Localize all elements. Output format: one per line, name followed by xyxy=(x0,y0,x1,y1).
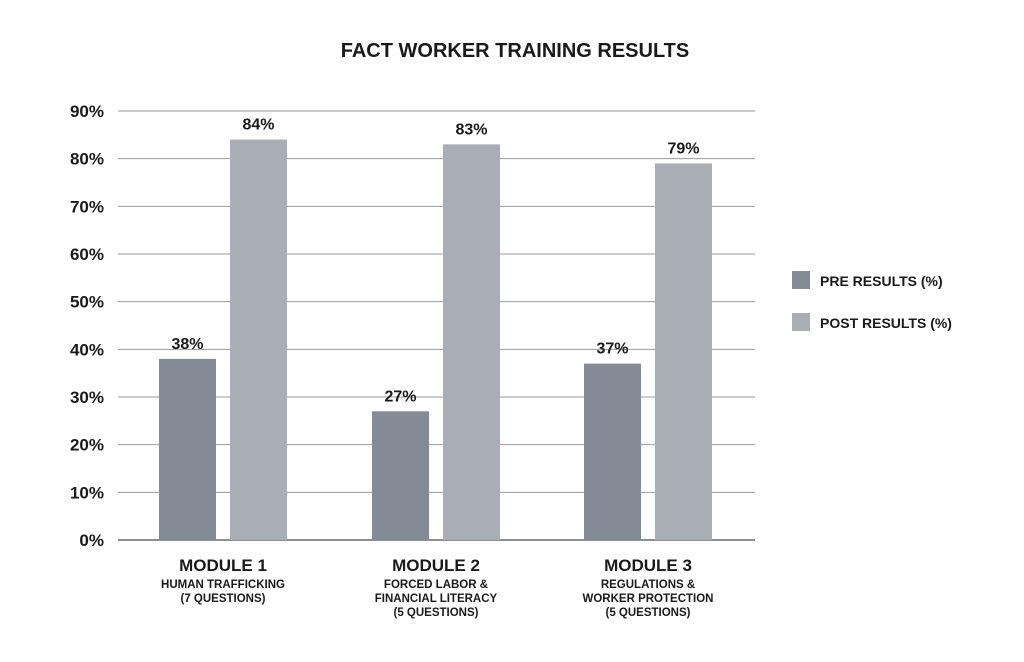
category-subtitle: (7 QUESTIONS) xyxy=(181,593,266,605)
category-subtitle: REGULATIONS & xyxy=(601,579,695,591)
x-axis-categories: MODULE 1 HUMAN TRAFFICKING (7 QUESTIONS) MO… xyxy=(161,556,713,619)
legend-label: PRE RESULTS (%) xyxy=(820,273,943,289)
y-tick-label: 20% xyxy=(70,436,104,455)
y-tick-label: 40% xyxy=(70,340,104,359)
category-subtitle: FORCED LABOR & xyxy=(384,579,488,591)
data-label: 38% xyxy=(171,336,203,353)
chart-title: FACT WORKER TRAINING RESULTS xyxy=(341,40,690,62)
data-labels: 38% 84% 27% 83% 37% 79% xyxy=(171,117,699,406)
data-label: 83% xyxy=(455,121,487,138)
data-label: 79% xyxy=(667,140,699,157)
legend-swatch xyxy=(792,313,810,331)
y-tick-label: 90% xyxy=(70,102,104,121)
y-tick-label: 70% xyxy=(70,197,104,216)
data-label: 84% xyxy=(242,117,274,134)
category-subtitle: (5 QUESTIONS) xyxy=(606,607,691,619)
pre-bar-module-1 xyxy=(159,358,216,540)
y-tick-label: 80% xyxy=(70,150,104,169)
category-subtitle: (5 QUESTIONS) xyxy=(394,607,479,619)
y-tick-label: 10% xyxy=(70,483,104,502)
post-bar-module-3 xyxy=(655,163,712,540)
y-tick-label: 50% xyxy=(70,293,104,312)
post-bar-module-1 xyxy=(230,139,287,540)
grid-lines xyxy=(118,110,755,541)
post-bar-module-2 xyxy=(443,144,500,540)
category-label: MODULE 2 xyxy=(392,556,480,575)
y-tick-label: 60% xyxy=(70,245,104,264)
category-subtitle: WORKER PROTECTION xyxy=(583,593,714,605)
category-label: MODULE 1 xyxy=(179,556,267,575)
category-label: MODULE 3 xyxy=(604,556,692,575)
bars xyxy=(159,139,712,540)
legend-swatch xyxy=(792,271,810,289)
pre-bar-module-2 xyxy=(372,411,429,540)
legend: PRE RESULTS (%) POST RESULTS (%) xyxy=(792,271,952,331)
data-label: 37% xyxy=(596,341,628,358)
y-tick-label: 30% xyxy=(70,388,104,407)
pre-bar-module-3 xyxy=(584,363,641,540)
legend-label: POST RESULTS (%) xyxy=(820,315,952,331)
category-subtitle: HUMAN TRAFFICKING xyxy=(161,579,285,591)
y-axis-ticks: 0% 10% 20% 30% 40% 50% 60% 70% 80% 90% xyxy=(70,102,104,550)
data-label: 27% xyxy=(384,388,416,405)
y-tick-label: 0% xyxy=(79,531,104,550)
category-subtitle: FINANCIAL LITERACY xyxy=(375,593,498,605)
